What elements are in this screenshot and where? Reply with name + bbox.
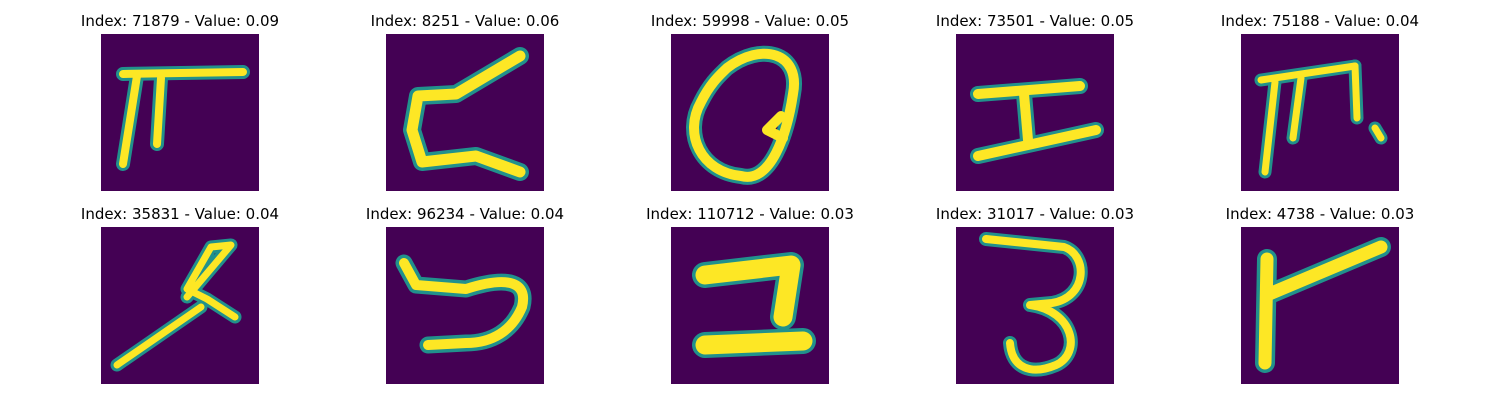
panel-4: Index: 73501 - Value: 0.05 <box>893 12 1177 202</box>
digit-image <box>956 34 1114 191</box>
digit-image <box>101 227 259 384</box>
panel-title: Index: 4738 - Value: 0.03 <box>1178 205 1462 223</box>
panel-title: Index: 31017 - Value: 0.03 <box>893 205 1177 223</box>
digit-image <box>1241 34 1399 191</box>
panel-title: Index: 59998 - Value: 0.05 <box>608 12 892 30</box>
panel-9: Index: 31017 - Value: 0.03 <box>893 205 1177 395</box>
panel-6: Index: 35831 - Value: 0.04 <box>38 205 322 395</box>
panel-7: Index: 96234 - Value: 0.04 <box>323 205 607 395</box>
digit-image <box>386 34 544 191</box>
panel-title: Index: 73501 - Value: 0.05 <box>893 12 1177 30</box>
panel-1: Index: 71879 - Value: 0.09 <box>38 12 322 202</box>
panel-10: Index: 4738 - Value: 0.03 <box>1178 205 1462 395</box>
panel-5: Index: 75188 - Value: 0.04 <box>1178 12 1462 202</box>
panel-title: Index: 110712 - Value: 0.03 <box>608 205 892 223</box>
panel-title: Index: 75188 - Value: 0.04 <box>1178 12 1462 30</box>
panel-title: Index: 8251 - Value: 0.06 <box>323 12 607 30</box>
digit-image <box>386 227 544 384</box>
panel-title: Index: 35831 - Value: 0.04 <box>38 205 322 223</box>
digit-image <box>1241 227 1399 384</box>
digit-image <box>671 34 829 191</box>
digit-image <box>101 34 259 191</box>
panel-2: Index: 8251 - Value: 0.06 <box>323 12 607 202</box>
digit-image <box>671 227 829 384</box>
panel-title: Index: 71879 - Value: 0.09 <box>38 12 322 30</box>
panel-3: Index: 59998 - Value: 0.05 <box>608 12 892 202</box>
panel-8: Index: 110712 - Value: 0.03 <box>608 205 892 395</box>
panel-title: Index: 96234 - Value: 0.04 <box>323 205 607 223</box>
digit-image <box>956 227 1114 384</box>
